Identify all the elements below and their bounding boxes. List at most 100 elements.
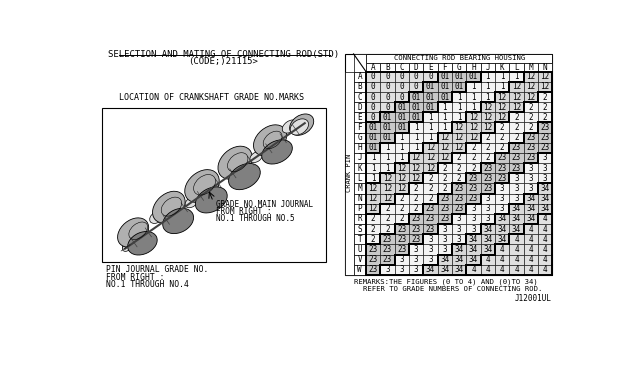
Ellipse shape (122, 239, 135, 250)
Bar (366, 204, 380, 214)
Text: W: W (358, 265, 362, 274)
Text: 3: 3 (414, 245, 419, 254)
Bar (524, 254, 538, 265)
Text: H: H (358, 143, 362, 152)
Bar (524, 132, 538, 143)
Text: 12: 12 (483, 113, 492, 122)
Bar (423, 214, 438, 224)
Text: 01: 01 (383, 123, 392, 132)
Text: LOCATION OF CRANKSHAFT GRADE NO.MARKS: LOCATION OF CRANKSHAFT GRADE NO.MARKS (119, 93, 304, 102)
Text: 1: 1 (457, 113, 461, 122)
Bar (366, 82, 380, 92)
Text: 12: 12 (412, 174, 420, 183)
Bar (467, 63, 481, 71)
Text: 23: 23 (440, 204, 449, 213)
Bar (452, 122, 467, 132)
Ellipse shape (218, 146, 252, 179)
Ellipse shape (250, 151, 262, 163)
Text: 23: 23 (383, 255, 392, 264)
Text: 3: 3 (399, 265, 404, 274)
Text: 2: 2 (543, 113, 547, 122)
Text: 1: 1 (385, 143, 390, 152)
Text: 4: 4 (543, 225, 547, 234)
Bar (395, 244, 409, 254)
Bar (452, 71, 467, 82)
Text: 34: 34 (497, 235, 507, 244)
Text: 2: 2 (399, 194, 404, 203)
Text: B: B (385, 63, 390, 72)
Text: 12: 12 (483, 123, 492, 132)
Bar (366, 143, 380, 153)
Text: 12: 12 (454, 123, 464, 132)
Text: 23: 23 (469, 194, 478, 203)
Text: 2: 2 (371, 225, 376, 234)
Bar (353, 71, 366, 82)
Text: 4: 4 (529, 235, 533, 244)
Bar (353, 193, 366, 204)
Bar (423, 244, 438, 254)
Bar (452, 204, 467, 214)
Text: 23: 23 (497, 174, 507, 183)
Bar (423, 234, 438, 244)
Bar (380, 254, 395, 265)
Ellipse shape (195, 187, 227, 213)
Text: 4: 4 (500, 245, 504, 254)
Text: 23: 23 (512, 164, 521, 173)
Bar (409, 234, 423, 244)
Text: 3: 3 (428, 245, 433, 254)
Text: D: D (358, 103, 362, 112)
Text: 4: 4 (529, 245, 533, 254)
Text: 2: 2 (486, 133, 490, 142)
Bar (524, 82, 538, 92)
Bar (509, 112, 524, 122)
Bar (423, 173, 438, 183)
Text: K: K (358, 164, 362, 173)
Text: B: B (358, 82, 362, 92)
Text: 23: 23 (454, 204, 464, 213)
Text: 3: 3 (457, 215, 461, 224)
Text: 1: 1 (486, 82, 490, 92)
Text: 23: 23 (526, 143, 536, 152)
Text: 23: 23 (369, 255, 378, 264)
Bar (495, 244, 509, 254)
Text: 01: 01 (369, 143, 378, 152)
Text: 2: 2 (385, 215, 390, 224)
Text: 4: 4 (500, 265, 504, 274)
Text: 1: 1 (442, 113, 447, 122)
Bar (409, 63, 423, 71)
Text: 4: 4 (486, 255, 490, 264)
Bar (366, 234, 380, 244)
Text: 4: 4 (543, 235, 547, 244)
Text: 01: 01 (454, 72, 464, 81)
Text: 01: 01 (426, 93, 435, 102)
Text: 23: 23 (397, 235, 406, 244)
Bar (467, 82, 481, 92)
Text: 4: 4 (514, 255, 519, 264)
Bar (380, 173, 395, 183)
Bar (481, 143, 495, 153)
Bar (467, 143, 481, 153)
Text: 12: 12 (512, 93, 521, 102)
Text: 34: 34 (440, 255, 449, 264)
Text: 2: 2 (543, 103, 547, 112)
Bar (495, 71, 509, 82)
Bar (467, 163, 481, 173)
Text: 23: 23 (397, 225, 406, 234)
Bar (423, 82, 438, 92)
Bar (467, 71, 481, 82)
Text: PIN JOURNAL GRADE NO.: PIN JOURNAL GRADE NO. (106, 265, 208, 274)
Bar (423, 143, 438, 153)
Bar (524, 143, 538, 153)
Ellipse shape (152, 191, 185, 223)
Text: 2: 2 (385, 225, 390, 234)
Text: 2: 2 (514, 133, 519, 142)
Bar (438, 153, 452, 163)
Text: FROM RIGHT :: FROM RIGHT : (106, 273, 164, 282)
Bar (481, 173, 495, 183)
Text: 12: 12 (426, 164, 435, 173)
Text: 2: 2 (514, 123, 519, 132)
Bar (395, 204, 409, 214)
Bar (467, 204, 481, 214)
Text: 2: 2 (486, 143, 490, 152)
Bar (423, 224, 438, 234)
